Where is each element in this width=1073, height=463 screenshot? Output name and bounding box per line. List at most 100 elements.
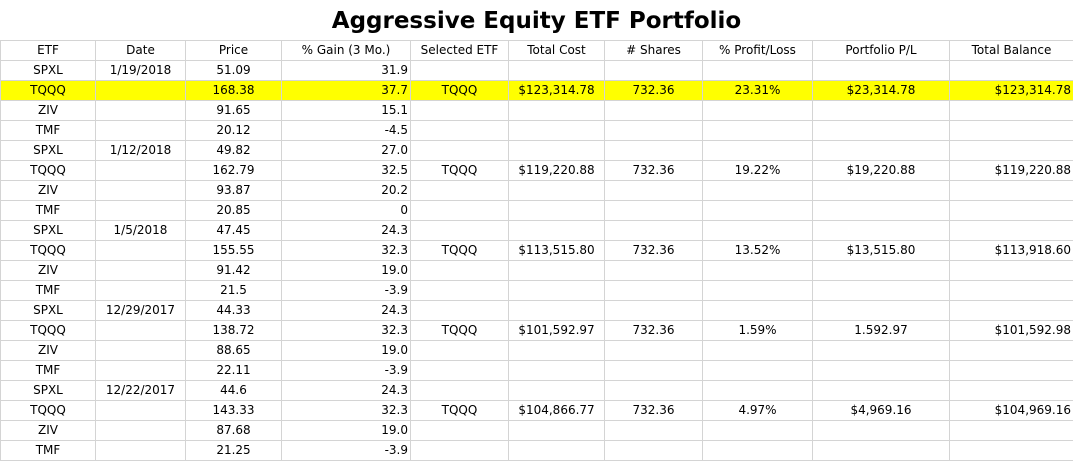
cell-total-balance[interactable] [949, 120, 1073, 141]
cell-shares[interactable] [604, 340, 703, 361]
cell-portfolio-pl[interactable] [812, 260, 950, 281]
cell-gain[interactable]: 24.3 [281, 380, 411, 401]
cell-profit-loss[interactable] [702, 200, 813, 221]
cell-etf[interactable]: ZIV [0, 180, 96, 201]
cell-selected-etf[interactable] [410, 100, 509, 121]
cell-price[interactable]: 87.68 [185, 420, 282, 441]
cell-total-cost[interactable] [508, 360, 605, 381]
cell-total-cost[interactable]: $123,314.78 [508, 80, 605, 101]
cell-total-cost[interactable] [508, 220, 605, 241]
cell-selected-etf[interactable]: TQQQ [410, 160, 509, 181]
cell-total-balance[interactable] [949, 140, 1073, 161]
cell-etf[interactable]: TMF [0, 280, 96, 301]
cell-profit-loss[interactable] [702, 300, 813, 321]
cell-gain[interactable]: 24.3 [281, 220, 411, 241]
cell-date[interactable] [95, 280, 186, 301]
cell-total-cost[interactable]: $104,866.77 [508, 400, 605, 421]
cell-profit-loss[interactable] [702, 60, 813, 81]
cell-profit-loss[interactable] [702, 180, 813, 201]
cell-gain[interactable]: 31.9 [281, 60, 411, 81]
cell-selected-etf[interactable] [410, 60, 509, 81]
cell-total-balance[interactable]: $123,314.78 [949, 80, 1073, 101]
cell-selected-etf[interactable]: TQQQ [410, 400, 509, 421]
cell-total-cost[interactable] [508, 60, 605, 81]
cell-profit-loss[interactable] [702, 260, 813, 281]
cell-date[interactable] [95, 160, 186, 181]
cell-shares[interactable] [604, 360, 703, 381]
cell-total-cost[interactable] [508, 100, 605, 121]
cell-portfolio-pl[interactable] [812, 100, 950, 121]
cell-selected-etf[interactable] [410, 360, 509, 381]
cell-date[interactable] [95, 320, 186, 341]
cell-shares[interactable] [604, 280, 703, 301]
cell-total-cost[interactable] [508, 340, 605, 361]
cell-price[interactable]: 44.6 [185, 380, 282, 401]
cell-etf[interactable]: SPXL [0, 140, 96, 161]
cell-price[interactable]: 20.12 [185, 120, 282, 141]
cell-date[interactable]: 1/19/2018 [95, 60, 186, 81]
cell-gain[interactable]: -3.9 [281, 360, 411, 381]
cell-price[interactable]: 91.42 [185, 260, 282, 281]
cell-total-balance[interactable] [949, 180, 1073, 201]
cell-selected-etf[interactable] [410, 420, 509, 441]
cell-total-balance[interactable]: $113,918.60 [949, 240, 1073, 261]
cell-price[interactable]: 162.79 [185, 160, 282, 181]
cell-total-balance[interactable] [949, 380, 1073, 401]
cell-total-balance[interactable] [949, 220, 1073, 241]
cell-date[interactable] [95, 340, 186, 361]
cell-total-balance[interactable] [949, 200, 1073, 221]
cell-price[interactable]: 51.09 [185, 60, 282, 81]
cell-profit-loss[interactable]: 19.22% [702, 160, 813, 181]
cell-price[interactable]: 44.33 [185, 300, 282, 321]
cell-price[interactable]: 138.72 [185, 320, 282, 341]
cell-etf[interactable]: SPXL [0, 220, 96, 241]
cell-shares[interactable] [604, 100, 703, 121]
cell-portfolio-pl[interactable] [812, 440, 950, 461]
cell-total-cost[interactable] [508, 380, 605, 401]
cell-shares[interactable]: 732.36 [604, 160, 703, 181]
cell-gain[interactable]: 20.2 [281, 180, 411, 201]
cell-selected-etf[interactable] [410, 380, 509, 401]
cell-price[interactable]: 20.85 [185, 200, 282, 221]
cell-profit-loss[interactable]: 23.31% [702, 80, 813, 101]
cell-selected-etf[interactable]: TQQQ [410, 320, 509, 341]
cell-total-cost[interactable] [508, 420, 605, 441]
cell-total-balance[interactable] [949, 420, 1073, 441]
cell-total-balance[interactable] [949, 280, 1073, 301]
cell-total-cost[interactable]: $101,592.97 [508, 320, 605, 341]
cell-gain[interactable]: -4.5 [281, 120, 411, 141]
cell-date[interactable] [95, 420, 186, 441]
cell-etf[interactable]: ZIV [0, 100, 96, 121]
cell-shares[interactable]: 732.36 [604, 240, 703, 261]
cell-gain[interactable]: -3.9 [281, 440, 411, 461]
cell-total-cost[interactable] [508, 120, 605, 141]
cell-profit-loss[interactable] [702, 440, 813, 461]
cell-selected-etf[interactable]: TQQQ [410, 80, 509, 101]
cell-total-cost[interactable]: $119,220.88 [508, 160, 605, 181]
cell-shares[interactable] [604, 140, 703, 161]
cell-shares[interactable] [604, 200, 703, 221]
cell-total-cost[interactable] [508, 260, 605, 281]
cell-selected-etf[interactable] [410, 260, 509, 281]
column-header-date[interactable]: Date [95, 40, 186, 61]
cell-etf[interactable]: TQQQ [0, 80, 96, 101]
cell-total-balance[interactable] [949, 360, 1073, 381]
cell-shares[interactable] [604, 180, 703, 201]
cell-price[interactable]: 155.55 [185, 240, 282, 261]
cell-total-cost[interactable] [508, 180, 605, 201]
cell-gain[interactable]: 32.3 [281, 400, 411, 421]
column-header-selected-etf[interactable]: Selected ETF [410, 40, 509, 61]
column-header-profit-loss[interactable]: % Profit/Loss [702, 40, 813, 61]
cell-date[interactable]: 12/29/2017 [95, 300, 186, 321]
cell-etf[interactable]: TMF [0, 360, 96, 381]
cell-profit-loss[interactable] [702, 140, 813, 161]
cell-shares[interactable] [604, 440, 703, 461]
cell-shares[interactable] [604, 120, 703, 141]
cell-date[interactable] [95, 100, 186, 121]
cell-shares[interactable] [604, 300, 703, 321]
cell-gain[interactable]: 37.7 [281, 80, 411, 101]
cell-date[interactable]: 12/22/2017 [95, 380, 186, 401]
cell-price[interactable]: 21.5 [185, 280, 282, 301]
cell-shares[interactable]: 732.36 [604, 80, 703, 101]
cell-portfolio-pl[interactable] [812, 200, 950, 221]
